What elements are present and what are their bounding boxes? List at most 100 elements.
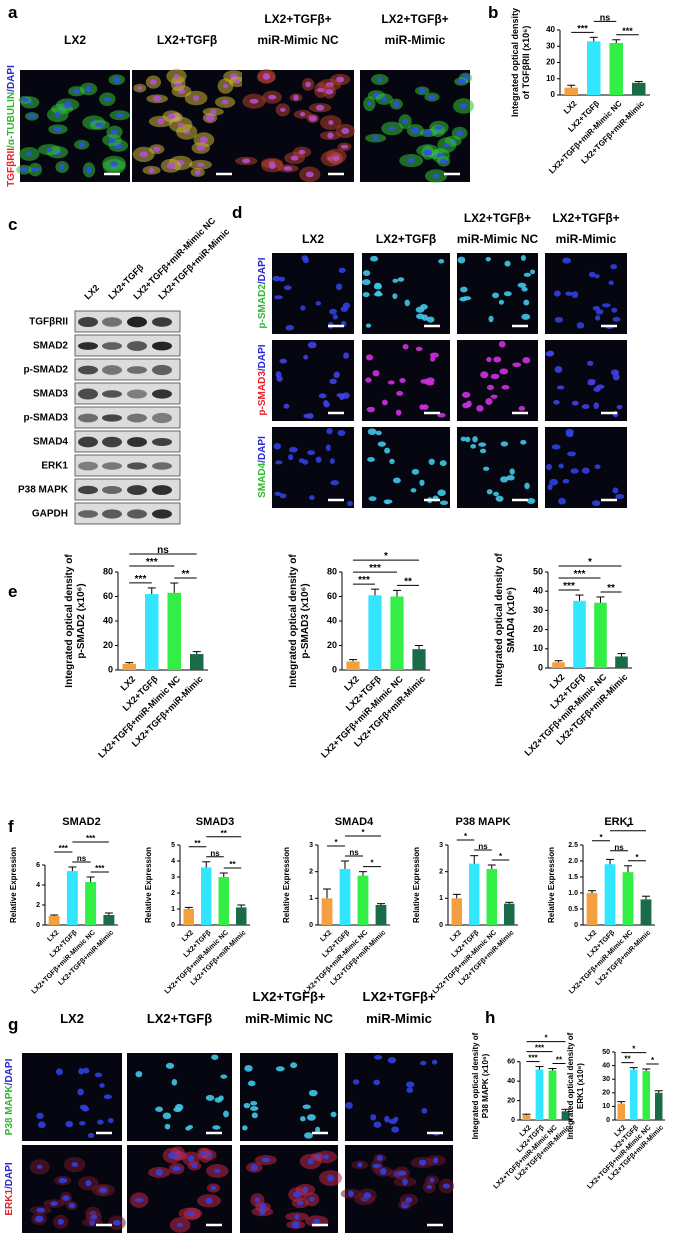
panel-letter: c [8,215,17,234]
error-bar [415,645,423,650]
nucleus [498,340,506,348]
nucleus [81,1106,90,1112]
nucleus [503,291,512,297]
nucleus [397,277,405,282]
nucleus [419,479,425,486]
y-tick-label: 10 [602,1103,610,1110]
nucleus [243,1102,251,1109]
blot-band [127,389,147,399]
nucleus [411,127,420,134]
bar [504,903,515,925]
nucleus [244,1065,253,1072]
nucleus [421,1108,428,1114]
nucleus [325,444,331,452]
nucleus [251,1112,258,1119]
blot-row-label: p-SMAD2 [24,365,69,376]
nucleus [554,366,563,373]
nucleus [406,1087,414,1093]
micrograph [545,253,627,334]
bar [548,1070,557,1120]
nucleus [328,120,334,125]
y-tick-label: 20 [507,1097,515,1104]
nucleus [593,387,601,392]
nucleus [558,463,564,469]
y-axis-label: ERK1 (x10⁶) [576,1063,585,1109]
nucleus [103,97,112,102]
significance-label: * [334,838,338,847]
significance-label: * [651,1056,655,1065]
significance-label: ** [194,839,201,848]
nucleus [428,458,435,465]
error-bar [617,653,626,657]
bar [586,893,598,925]
nucleus [556,385,565,390]
nucleus [152,95,162,102]
lane-label: LX2 [82,283,101,302]
significance-label: ns [600,12,611,22]
nucleus [616,404,623,410]
row-label-part: p-SMAD3 [257,371,268,416]
image-bg [272,340,354,421]
bar [321,898,333,925]
error-bar [617,1101,626,1104]
blot-row-label: SMAD3 [33,389,68,400]
nucleus [275,460,283,465]
x-tick-label: LX2+TGFβ+miR-Mimic NC [523,672,609,758]
nucleus [205,114,215,122]
y-tick-label: 40 [546,25,555,34]
error-bar [634,81,643,83]
nucleus [196,162,205,167]
blot-band [78,316,98,328]
nucleus [302,1104,311,1110]
nucleus [476,404,484,412]
blot-row-label: TGFβRII [29,317,68,328]
y-tick-label: 3 [171,874,175,881]
nucleus [431,1059,438,1065]
nucleus [99,1083,105,1088]
nucleus [368,496,377,502]
nucleus [280,107,286,112]
panel-letter: h [485,1008,495,1027]
blot-band [152,317,172,327]
micrograph [127,1053,232,1141]
nucleus [86,166,92,174]
nucleus [187,1124,194,1130]
y-axis-label: p-SMAD2 (x10⁶) [76,583,87,658]
bar [587,41,601,95]
nucleus [402,1178,408,1186]
column-label: miR-Mimic NC [457,232,539,246]
nucleus [367,457,375,462]
panel-letter: f [8,817,14,836]
y-tick-label: 30 [602,1076,610,1083]
nucleus [342,302,351,309]
nucleus [366,406,376,413]
nucleus [306,1114,316,1121]
bar [236,907,247,925]
nucleus [365,377,372,383]
nucleus [53,126,63,132]
blot-band [102,342,122,350]
y-tick-label: 0.5 [568,906,578,913]
bar [122,663,136,670]
y-tick-label: 0 [538,662,543,672]
micrograph [545,427,627,508]
nucleus [462,402,470,409]
y-tick-label: 60 [327,591,337,601]
nucleus [472,436,478,443]
nucleus [520,255,527,262]
y-tick-label: 5 [171,842,175,849]
y-tick-label: 0 [574,922,578,929]
blot-band [152,412,172,424]
nucleus [90,1214,98,1220]
row-label-part: /DAPI [257,257,268,284]
nucleus [273,442,282,450]
nucleus [398,1170,407,1176]
nucleus [347,500,353,507]
nucleus [392,278,399,283]
blot-band [127,413,147,423]
nucleus [465,436,471,443]
nucleus [250,1164,258,1171]
nucleus [523,299,530,306]
nucleus [379,1168,387,1175]
significance-label: *** [577,23,588,33]
